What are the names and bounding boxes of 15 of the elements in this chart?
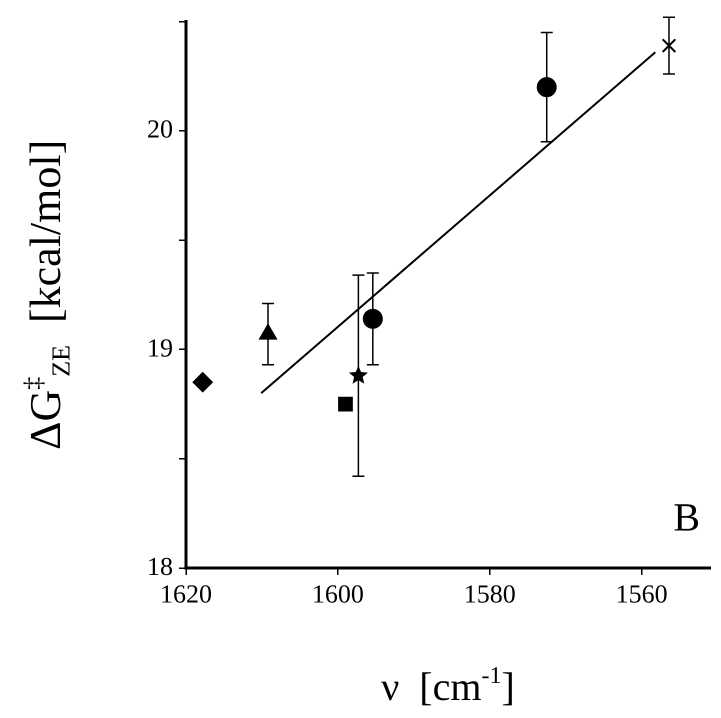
point bbox=[662, 38, 676, 54]
x-tick-label: 1600 bbox=[312, 579, 364, 608]
x-tick-label: 1580 bbox=[464, 579, 516, 608]
annotation: B bbox=[673, 494, 700, 540]
y-tick-label: 18 bbox=[147, 552, 173, 581]
point bbox=[362, 308, 383, 329]
y-axis-title: ΔG‡ZE [kcal/mol] bbox=[18, 140, 76, 450]
point bbox=[338, 396, 353, 412]
y-tick-label: 19 bbox=[147, 333, 173, 362]
y-tick-label: 20 bbox=[147, 114, 173, 144]
x-tick-label: 1560 bbox=[616, 579, 668, 608]
x-tick-label: 1620 bbox=[160, 579, 212, 608]
point bbox=[348, 366, 368, 384]
point bbox=[192, 372, 213, 392]
point bbox=[536, 77, 557, 98]
